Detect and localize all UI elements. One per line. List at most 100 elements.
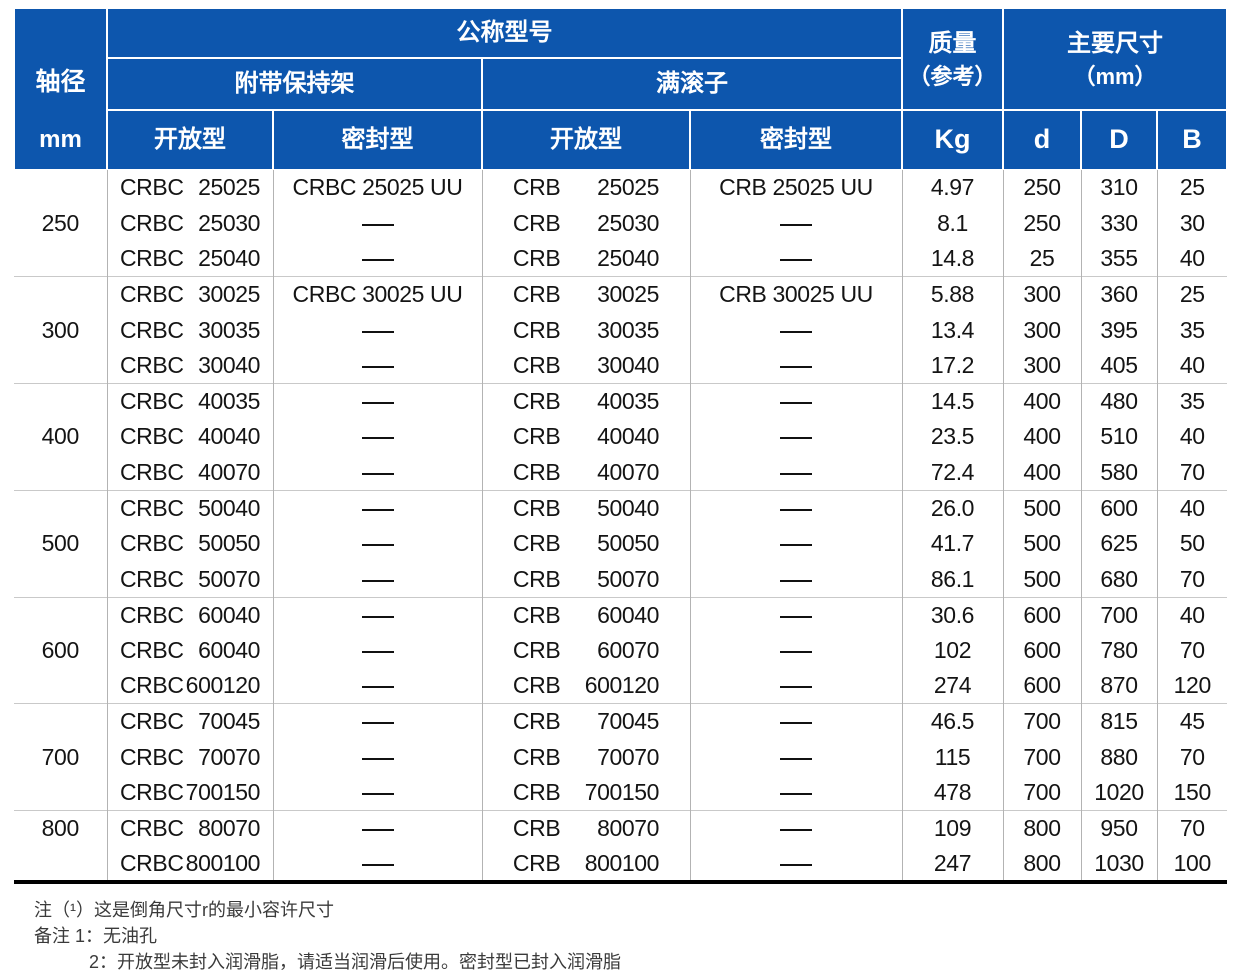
model-cell: CRB 50040 — [481, 490, 690, 526]
model-cell: CRBC 600120 — [106, 668, 273, 704]
no-model-dash — [361, 722, 394, 725]
model-cell — [689, 525, 902, 562]
no-model-dash — [361, 402, 394, 405]
model-cell — [689, 632, 902, 669]
dim-d-cell: 300 — [1002, 347, 1081, 384]
dim-B-cell: 35 — [1156, 312, 1227, 348]
no-model-dash — [780, 437, 812, 440]
dim-D-cell: 405 — [1080, 347, 1157, 384]
dim-d-cell: 250 — [1002, 205, 1081, 242]
model-cell: CRB 40040 — [481, 419, 690, 455]
mass-cell: 109 — [901, 810, 1003, 847]
model-cell — [689, 241, 902, 277]
model-cell: CRB 25025 — [481, 170, 690, 206]
dim-D-cell: 580 — [1080, 454, 1157, 491]
model-cell: CRB 700150 — [481, 775, 690, 811]
model-cell — [272, 205, 482, 242]
no-model-dash — [780, 508, 812, 511]
model-cell: CRBC 70045 — [106, 703, 273, 740]
dim-D-cell: 1020 — [1080, 775, 1157, 811]
model-cell: CRBC 40035 — [106, 383, 273, 420]
no-model-dash — [780, 472, 812, 475]
header-sealed-type-full: 密封型 — [690, 110, 902, 170]
table-row: 700 CRBC 70045 CRB 70045 46.5 700 815 45 — [14, 703, 1227, 770]
dim-B-cell: 70 — [1156, 810, 1227, 847]
model-cell — [689, 561, 902, 598]
model-cell — [689, 205, 902, 242]
model-cell — [272, 846, 482, 882]
no-model-dash — [361, 579, 394, 582]
model-cell — [689, 810, 902, 847]
no-model-dash — [361, 650, 394, 653]
no-model-dash — [780, 650, 812, 653]
no-model-dash — [780, 544, 812, 547]
header-dim-B: B — [1157, 110, 1227, 170]
model-cell — [272, 597, 482, 633]
dim-B-cell: 70 — [1156, 561, 1227, 598]
shaft-group-500: 500 CRBC 50040 CRB 50040 26.0 500 600 40 CRBC 5005… — [14, 490, 1227, 598]
header-full-roller: 满滚子 — [482, 58, 902, 110]
no-model-dash — [361, 472, 394, 475]
mass-cell: 41.7 — [901, 525, 1003, 562]
shaft-diameter-cell: 300 — [41, 316, 80, 343]
no-model-dash — [361, 223, 394, 226]
mass-cell: 86.1 — [901, 561, 1003, 598]
dim-D-cell: 360 — [1080, 276, 1157, 313]
mass-cell: 115 — [901, 739, 1003, 776]
table-row: CRBC 800100 CRB 800100 247 800 1030 100 — [14, 846, 1227, 882]
mass-cell: 5.88 — [901, 276, 1003, 313]
model-cell — [272, 703, 482, 740]
shaft-diameter-cell: 250 — [41, 209, 80, 236]
model-cell: CRBC 60040 — [106, 632, 273, 669]
table-header: 轴径 mm 公称型号 附带保持架 满滚子 开放型 密封型 开放型 密封型 质量 … — [14, 8, 1227, 170]
header-main-dimensions: 主要尺寸 （mm） — [1003, 8, 1227, 110]
table-row: 400 CRBC 40035 CRB 40035 14.5 400 480 35 — [14, 383, 1227, 449]
dim-d-cell: 300 — [1002, 276, 1081, 313]
dim-d-cell: 800 — [1002, 810, 1081, 847]
model-cell: CRB 25030 — [481, 205, 690, 242]
dim-D-cell: 310 — [1080, 170, 1157, 206]
model-cell — [689, 668, 902, 704]
dim-B-cell: 50 — [1156, 525, 1227, 562]
model-cell: CRBC 25025 UU — [272, 170, 482, 206]
header-sealed-type-cage: 密封型 — [273, 110, 482, 170]
model-cell: CRBC 50040 — [106, 490, 273, 526]
no-model-dash — [361, 544, 394, 547]
header-dims-label: 主要尺寸 — [1067, 30, 1163, 57]
header-mass: 质量 （参考） — [902, 8, 1003, 110]
header-nominal-model: 公称型号 — [107, 8, 902, 58]
table-row: CRBC 70070 CRB 70070 115 700 880 70 — [14, 739, 1227, 776]
dim-D-cell: 510 — [1080, 419, 1157, 455]
shaft-diameter-cell: 800 — [41, 815, 80, 842]
model-cell: CRB 30025 — [481, 276, 690, 313]
no-model-dash — [780, 330, 812, 333]
header-dim-D: D — [1081, 110, 1157, 170]
model-cell: CRB 30025 UU — [689, 276, 902, 313]
dim-D-cell: 600 — [1080, 490, 1157, 526]
dim-d-cell: 800 — [1002, 846, 1081, 882]
dim-d-cell: 500 — [1002, 561, 1081, 598]
dim-D-cell: 625 — [1080, 525, 1157, 562]
dim-B-cell: 25 — [1156, 170, 1227, 206]
dim-B-cell: 70 — [1156, 632, 1227, 669]
table-row: CRBC 60040 CRB 60070 102 600 780 70 — [14, 632, 1227, 669]
no-model-dash — [780, 757, 812, 760]
footnote-remark-2: 2：开放型未封入润滑脂，请适当润滑后使用。密封型已封入润滑脂 — [89, 951, 622, 972]
dim-d-cell: 250 — [1002, 170, 1081, 206]
no-model-dash — [780, 686, 812, 689]
mass-cell: 102 — [901, 632, 1003, 669]
model-cell — [689, 312, 902, 348]
bearing-spec-table: 250 CRBC 25025 CRBC 25025 UU CRB 25025 CRB 250… — [14, 170, 1227, 884]
table-row: CRBC 50050 CRB 50050 41.7 500 625 50 — [14, 525, 1227, 562]
model-cell: CRBC 40040 — [106, 419, 273, 455]
dim-B-cell: 40 — [1156, 419, 1227, 455]
model-cell: CRB 50070 — [481, 561, 690, 598]
model-cell — [689, 347, 902, 384]
header-shaft-diameter: 轴径 mm — [14, 8, 107, 170]
model-cell: CRB 25025 UU — [689, 170, 902, 206]
model-cell: CRB 70045 — [481, 703, 690, 740]
footnote-remark-1: 备注 1：无油孔 — [34, 925, 158, 946]
mass-cell: 13.4 — [901, 312, 1003, 348]
mass-cell: 17.2 — [901, 347, 1003, 384]
dim-D-cell: 700 — [1080, 597, 1157, 633]
